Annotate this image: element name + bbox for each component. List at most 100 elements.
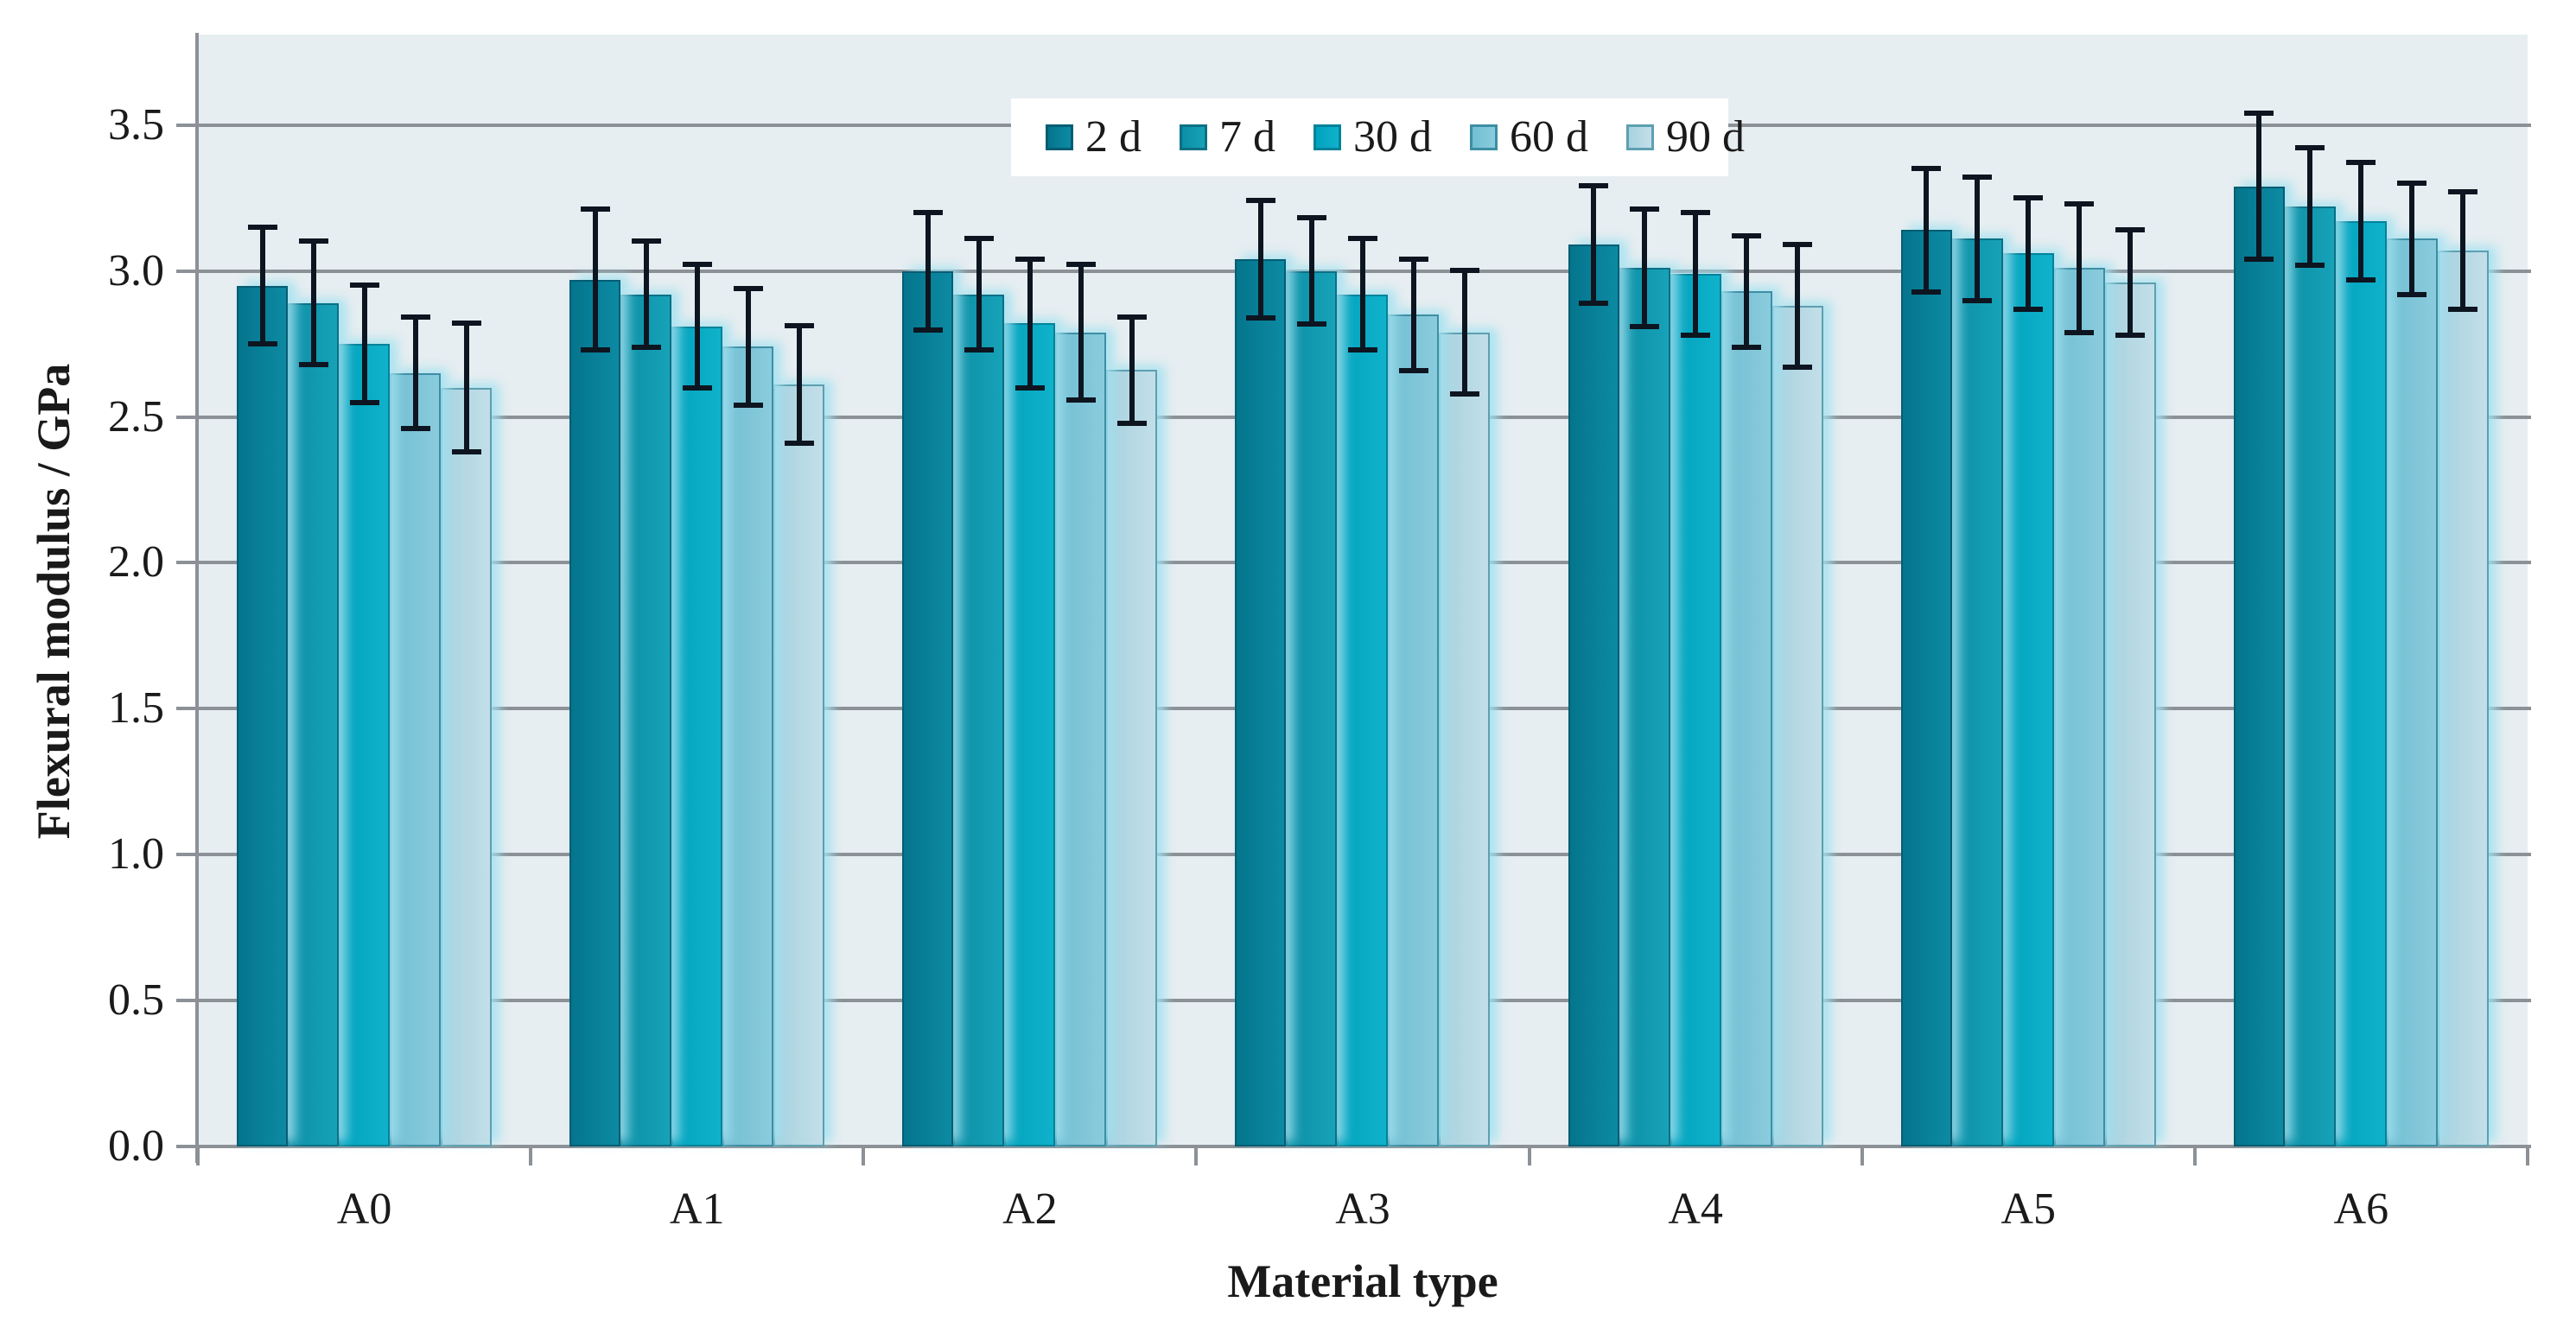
error-cap-top [2448,189,2478,195]
error-cap-top [1014,256,1045,262]
error-cap-top [682,262,712,268]
error-cap-bottom [1014,385,1045,391]
error-cap-top [913,209,943,215]
error-cap-top [247,224,277,230]
error-cap-top [1347,236,1377,242]
legend-item-7d: 7 d [1180,111,1275,163]
legend-item-90d: 90 d [1626,111,1745,163]
error-cap-bottom [2448,306,2478,312]
bar-group-A3 [1196,35,1529,1146]
bar-90d-A5 [2104,283,2156,1146]
legend-swatch-2d [1046,124,1073,150]
error-cap-bottom [1449,391,1479,397]
bar-90d-A6 [2437,250,2489,1146]
error-bar-30d-A3 [1359,236,1365,353]
legend-label: 2 d [1085,112,1142,162]
error-cap-bottom [400,426,430,432]
error-cap-top [1630,206,1660,213]
bar-2d-A6 [2233,186,2285,1146]
y-axis-tick [176,269,197,273]
error-bar-2d-A5 [1924,166,1930,295]
x-axis-tick [2192,1148,2197,1165]
legend-label: 7 d [1219,112,1275,162]
error-bar-7d-A1 [643,238,649,350]
error-cap-top [400,314,430,321]
error-cap-top [2346,160,2376,166]
error-cap-top [349,283,379,289]
bar-60d-A2 [1055,332,1107,1146]
y-tick-label-1.0: 1.0 [108,829,164,880]
error-bar-2d-A6 [2256,110,2262,263]
bar-60d-A4 [1721,291,1772,1146]
error-cap-bottom [349,400,379,405]
bar-60d-A5 [2053,268,2105,1146]
error-bar-30d-A6 [2358,160,2364,283]
error-bar-90d-A0 [463,321,469,455]
y-axis-tick [176,415,197,419]
error-cap-top [2115,226,2146,232]
y-tick-label-2.0: 2.0 [108,537,164,587]
error-cap-top [1398,256,1428,262]
error-cap-top [2013,194,2044,200]
category-label-A0: A0 [336,1184,392,1234]
legend-label: 90 d [1666,112,1745,162]
legend-item-30d: 30 d [1313,111,1432,163]
bar-90d-A1 [773,384,825,1146]
error-cap-top [2295,145,2325,151]
error-bar-60d-A3 [1410,256,1416,373]
error-bar-7d-A3 [1308,215,1314,327]
error-cap-bottom [580,347,610,353]
error-cap-bottom [1579,301,1609,307]
error-cap-bottom [733,403,763,409]
bar-30d-A5 [2002,253,2054,1146]
error-cap-bottom [1065,397,1096,403]
category-label-A6: A6 [2333,1184,2389,1234]
error-cap-top [1911,166,1942,172]
y-axis-tick [176,561,197,565]
error-cap-bottom [1347,347,1377,353]
legend-item-2d: 2 d [1046,111,1142,163]
bar-60d-A1 [722,346,774,1146]
error-cap-top [298,238,328,245]
error-cap-top [2244,110,2274,116]
error-cap-top [2397,180,2427,186]
x-axis-tick [1860,1148,1864,1165]
error-cap-top [2064,200,2095,206]
x-axis-tick [1194,1148,1199,1165]
bar-60d-A3 [1388,314,1440,1146]
error-cap-bottom [1398,367,1428,373]
legend-swatch-30d [1313,124,1341,150]
bar-group-A1 [531,35,863,1146]
error-cap-bottom [2115,333,2146,339]
bar-2d-A2 [902,270,954,1146]
bar-group-A2 [863,35,1196,1146]
bar-90d-A2 [1106,370,1158,1146]
error-bar-7d-A5 [1975,175,1981,303]
error-cap-top [1783,241,1813,247]
error-cap-top [1116,314,1147,321]
y-axis-title: Flexural modulus / GPa [28,363,80,840]
error-cap-top [1579,183,1609,189]
error-cap-bottom [2064,329,2095,335]
bar-7d-A2 [953,294,1005,1146]
error-cap-bottom [1245,315,1275,321]
error-cap-top [1245,198,1275,204]
error-bar-30d-A5 [2026,194,2032,312]
error-cap-bottom [913,327,943,333]
bar-60d-A0 [390,372,442,1146]
legend-swatch-7d [1180,124,1207,150]
error-cap-top [1065,262,1096,268]
error-cap-bottom [1911,289,1942,295]
bar-30d-A3 [1337,294,1389,1146]
bar-2d-A4 [1568,245,1619,1146]
error-cap-bottom [964,347,994,353]
error-cap-bottom [2295,263,2325,269]
legend-label: 30 d [1353,112,1432,162]
error-cap-bottom [451,449,481,455]
error-bar-60d-A4 [1744,232,1750,350]
error-cap-top [631,238,661,245]
error-bar-7d-A6 [2307,145,2313,269]
bar-2d-A3 [1235,259,1287,1146]
error-bar-60d-A0 [412,314,418,432]
